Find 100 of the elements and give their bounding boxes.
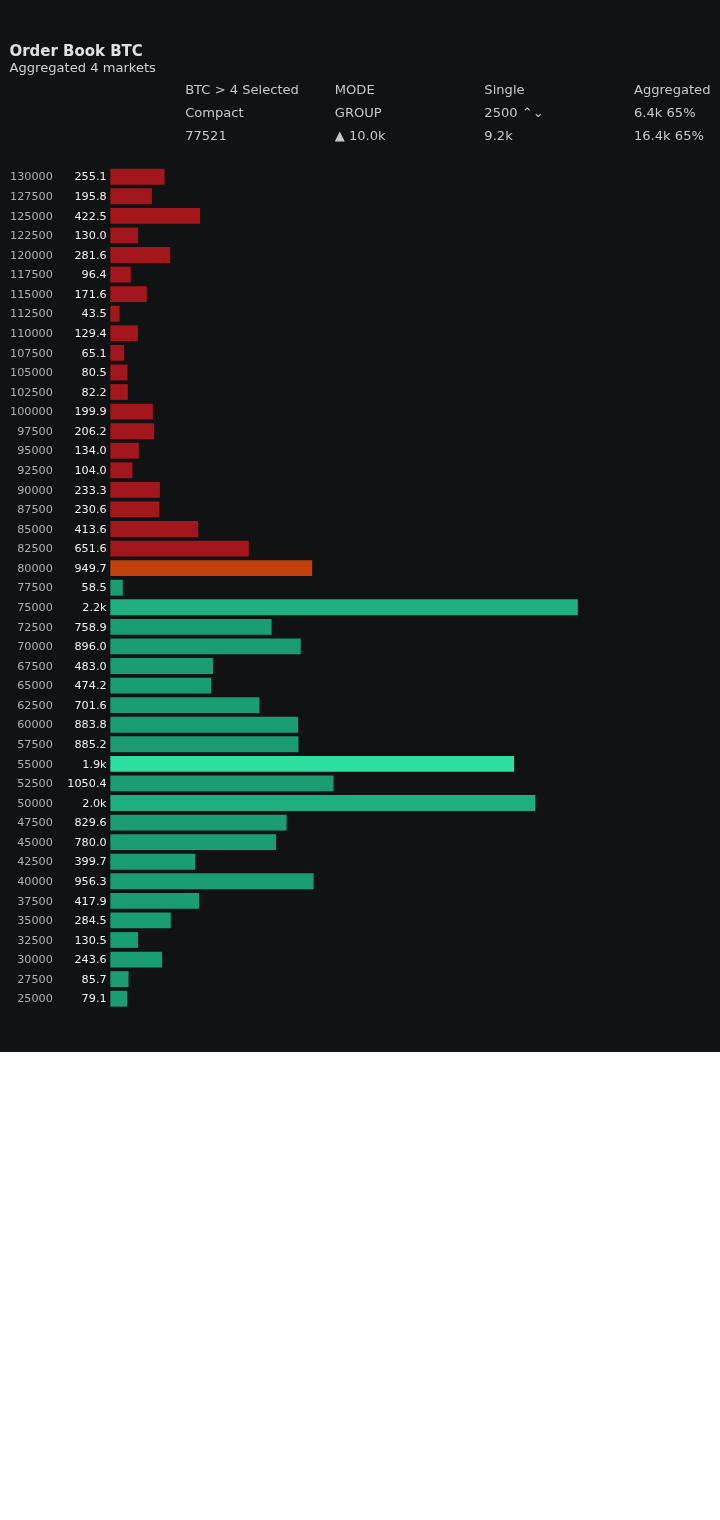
bar (110, 227, 138, 244)
bar (110, 775, 334, 792)
bar (110, 481, 160, 498)
y-tick-label: 47500 (17, 816, 53, 830)
data-label: 96.4 (81, 268, 107, 282)
y-tick-label: 67500 (17, 659, 53, 673)
y-tick-label: 120000 (10, 248, 53, 262)
data-label: 281.6 (74, 248, 107, 262)
data-label: 58.5 (81, 581, 107, 595)
y-tick-label: 62500 (17, 698, 53, 712)
y-tick-label: 75000 (17, 601, 53, 615)
y-tick-label: 97500 (17, 424, 53, 438)
data-label: 284.5 (74, 914, 107, 928)
data-label: 701.6 (74, 698, 107, 712)
data-label: 483.0 (74, 659, 107, 673)
y-tick-label: 45000 (17, 835, 53, 849)
data-label: 130.0 (74, 229, 107, 243)
data-label: 134.0 (74, 444, 107, 458)
bar (110, 716, 299, 733)
data-label: 2.2k (82, 601, 108, 615)
y-tick-label: 52500 (17, 777, 53, 791)
bar (110, 599, 578, 616)
data-label: 171.6 (74, 287, 107, 301)
data-label: 80.5 (81, 366, 107, 380)
chart-title: Order Book BTC (9, 41, 143, 60)
bar (110, 697, 260, 714)
y-tick-label: 57500 (17, 738, 53, 752)
text: ▲ 10.0k (334, 128, 387, 144)
y-tick-label: 35000 (17, 914, 53, 928)
y-tick-label: 25000 (17, 992, 53, 1006)
bar (110, 912, 171, 929)
text: Compact (185, 104, 244, 120)
data-label: 651.6 (74, 542, 107, 556)
bar (110, 795, 536, 811)
data-label: 474.2 (74, 679, 107, 693)
bar (110, 266, 131, 283)
data-label: 195.8 (74, 190, 107, 204)
data-label: 949.7 (74, 561, 107, 575)
data-label: 956.3 (74, 875, 107, 889)
data-label: 1.9k (82, 757, 108, 771)
y-tick-label: 100000 (10, 405, 53, 419)
bar (110, 736, 299, 753)
bar (110, 971, 129, 988)
chart-subtitle: Aggregated 4 markets (9, 59, 157, 75)
bar (110, 442, 139, 459)
data-label: 243.6 (74, 953, 107, 967)
y-tick-label: 82500 (17, 542, 53, 556)
data-label: 255.1 (74, 170, 107, 184)
bar (110, 384, 128, 400)
bar (110, 560, 313, 577)
text: Aggregated (633, 81, 711, 97)
y-tick-label: 107500 (10, 346, 53, 360)
bar (110, 618, 272, 635)
bar (110, 951, 163, 968)
y-tick-label: 37500 (17, 894, 53, 908)
y-tick-label: 112500 (10, 307, 53, 321)
y-tick-label: 90000 (17, 483, 53, 497)
text: MODE (334, 81, 375, 97)
bar (110, 364, 128, 381)
y-tick-label: 50000 (17, 796, 53, 810)
bar (110, 168, 165, 185)
y-tick-label: 55000 (17, 757, 53, 771)
bar (110, 638, 301, 655)
data-label: 780.0 (74, 835, 107, 849)
bar (110, 990, 128, 1007)
data-label: 230.6 (74, 503, 107, 517)
bar (110, 873, 314, 890)
y-tick-label: 77500 (17, 581, 53, 595)
y-tick-label: 117500 (10, 268, 53, 282)
bar (110, 755, 515, 772)
y-tick-label: 127500 (10, 190, 53, 204)
data-label: 896.0 (74, 640, 107, 654)
data-label: 130.5 (74, 933, 107, 947)
data-label: 2.0k (82, 796, 108, 810)
y-tick-label: 42500 (17, 855, 53, 869)
text: 6.4k 65% (633, 104, 696, 120)
bar (110, 540, 249, 557)
y-tick-label: 27500 (17, 972, 53, 986)
bar (110, 188, 152, 205)
y-tick-label: 92500 (17, 464, 53, 478)
y-tick-label: 122500 (10, 229, 53, 243)
y-tick-label: 32500 (17, 933, 53, 947)
y-tick-label: 105000 (10, 366, 53, 380)
y-tick-label: 72500 (17, 620, 53, 634)
y-tick-label: 95000 (17, 444, 53, 458)
bar (110, 305, 120, 322)
data-label: 422.5 (74, 209, 107, 223)
data-label: 883.8 (74, 718, 107, 732)
data-label: 206.2 (74, 424, 107, 438)
data-label: 85.7 (81, 972, 107, 986)
data-label: 65.1 (81, 346, 107, 360)
bar (110, 814, 287, 831)
y-tick-label: 65000 (17, 679, 53, 693)
y-tick-label: 85000 (17, 522, 53, 536)
data-label: 129.4 (74, 327, 107, 341)
data-label: 829.6 (74, 816, 107, 830)
data-label: 79.1 (81, 992, 107, 1006)
data-label: 1050.4 (67, 777, 107, 791)
data-label: 104.0 (74, 464, 107, 478)
text: Single (484, 81, 525, 97)
